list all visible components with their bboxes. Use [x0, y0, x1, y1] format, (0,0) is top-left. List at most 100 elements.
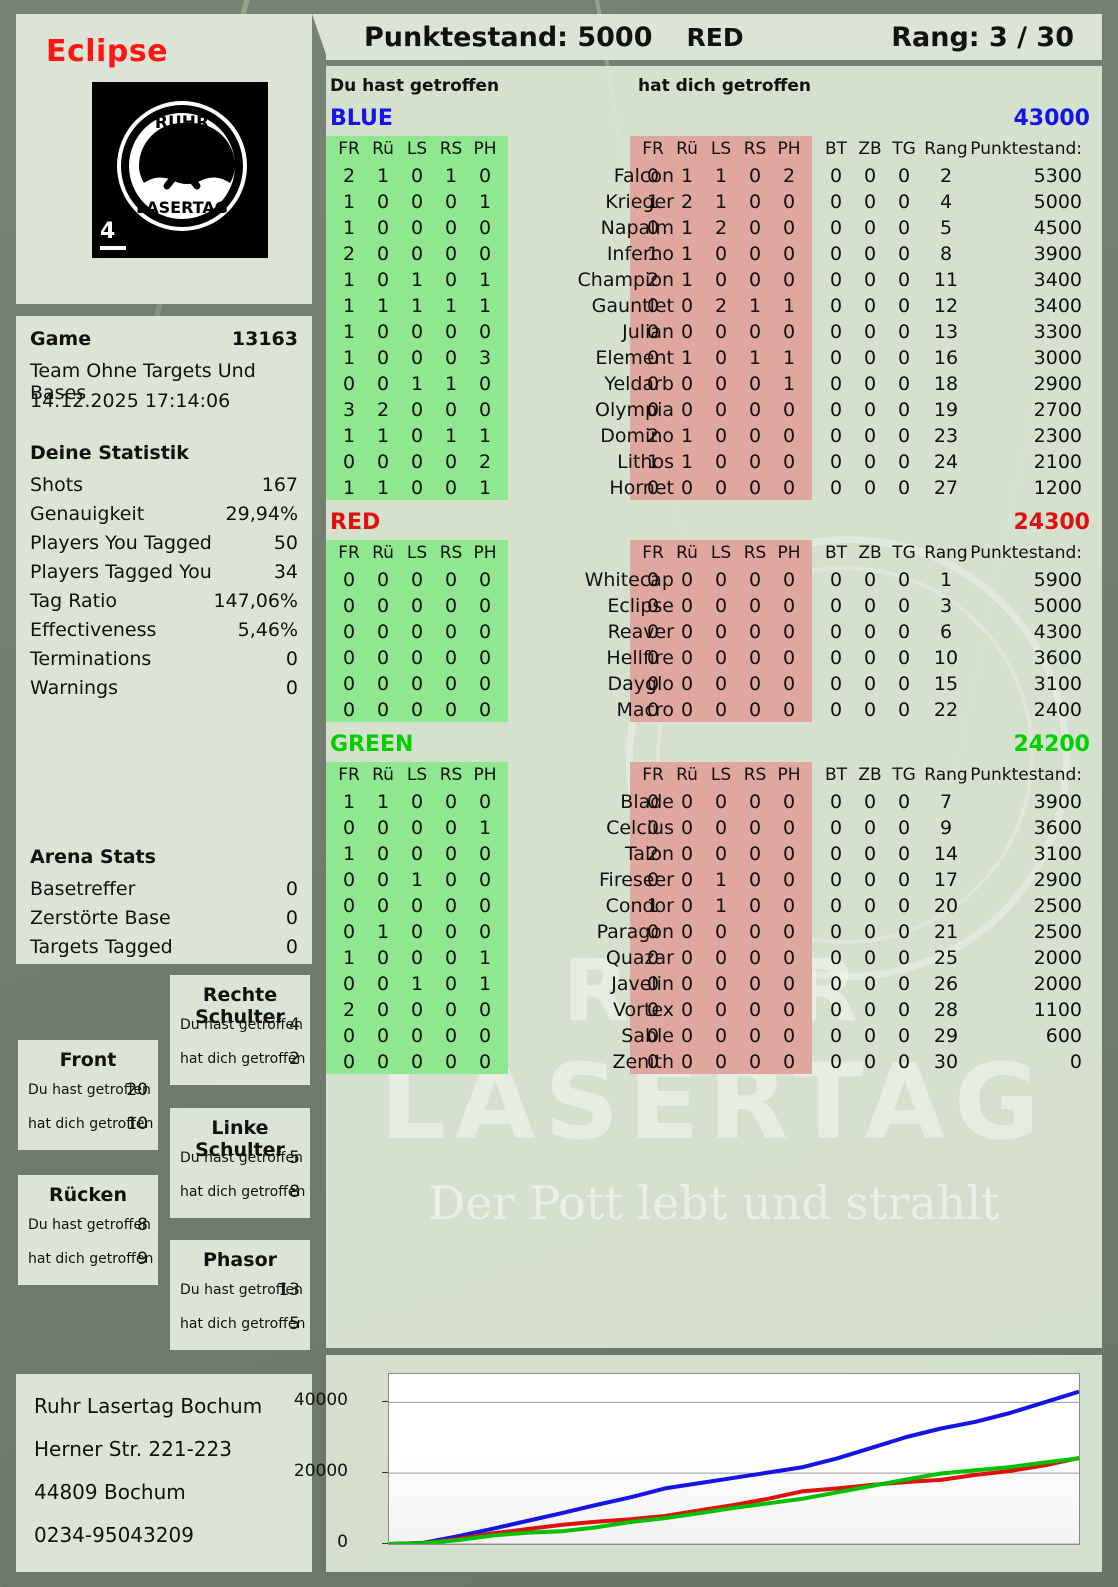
cell-rank: 18 [933, 373, 959, 395]
cell-you-Rü: 0 [376, 817, 390, 839]
cell-them-LS: 0 [714, 973, 728, 995]
body-part-name: Rücken [49, 1184, 127, 1206]
cell-TG: 0 [897, 425, 911, 447]
table-row[interactable]: 2 0 0 0 0 Vortex 0 0 0 0 0 0 0 0 28 1100 [326, 996, 1102, 1022]
stat-label: Players You Tagged [30, 532, 212, 554]
column-header-row: FR Rü LS RS PH FR Rü LS RS PH BT ZB TG Rang Punktestan… [326, 762, 1102, 788]
table-row[interactable]: 0 0 0 0 0 Macro 0 0 0 0 0 0 0 0 22 2400 [326, 696, 1102, 722]
cell-you-FR: 0 [342, 921, 356, 943]
table-row[interactable]: 1 0 0 0 0 Talon 2 0 0 0 0 0 0 0 14 3100 [326, 840, 1102, 866]
body-part-name: Phasor [202, 1249, 277, 1271]
table-row[interactable]: 1 1 1 1 1 Gauntlet 0 0 2 1 1 0 0 0 12 3400 [326, 292, 1102, 318]
cell-BT: 0 [829, 191, 843, 213]
col-header-them-PH: PH [777, 765, 801, 785]
table-row[interactable]: 1 0 1 0 1 Champion 2 1 0 0 0 0 0 0 11 3400 [326, 266, 1102, 292]
col-header-you-Rü: Rü [372, 543, 394, 563]
table-row[interactable]: 0 0 0 0 0 Eclipse 0 0 0 0 0 0 0 0 3 5000 [326, 592, 1102, 618]
cell-you-FR: 0 [342, 1051, 356, 1073]
body-part-them-value: 10 [126, 1114, 148, 1134]
cell-rank: 16 [933, 347, 959, 369]
cell-you-FR: 0 [342, 595, 356, 617]
cell-you-RS: 0 [444, 1051, 458, 1073]
table-row[interactable]: 3 2 0 0 0 Olympia 0 0 0 0 0 0 0 0 19 2700 [326, 396, 1102, 422]
table-row[interactable]: 1 1 0 0 1 Hornet 0 0 0 0 0 0 0 0 27 1200 [326, 474, 1102, 500]
table-row[interactable]: 1 0 0 0 3 Element 0 1 0 1 1 0 0 0 16 3000 [326, 344, 1102, 370]
col-header-you-FR: FR [338, 765, 360, 785]
cell-TG: 0 [897, 621, 911, 643]
body-part-them-value: 2 [289, 1049, 300, 1069]
table-row[interactable]: 0 1 0 0 0 Paragon 0 0 0 0 0 0 0 0 21 2500 [326, 918, 1102, 944]
table-row[interactable]: 0 0 1 0 0 Fireseer 0 0 1 0 0 0 0 0 17 2900 [326, 866, 1102, 892]
cell-TG: 0 [897, 947, 911, 969]
table-row[interactable]: 1 0 0 0 0 Napalm 0 1 2 0 0 0 0 0 5 4500 [326, 214, 1102, 240]
col-header-them-LS: LS [710, 765, 732, 785]
logo-badge-value: 4 [100, 219, 116, 244]
table-row[interactable]: 1 0 0 0 1 Quazar 0 0 0 0 0 0 0 0 25 2000 [326, 944, 1102, 970]
cell-ZB: 0 [863, 699, 877, 721]
cell-you-PH: 0 [478, 165, 492, 187]
table-row[interactable]: 0 0 1 1 0 Yeldarb 0 0 0 0 1 0 0 0 18 2900 [326, 370, 1102, 396]
table-row[interactable]: 1 1 0 0 0 Blade 0 0 0 0 0 0 0 0 7 3900 [326, 788, 1102, 814]
cell-ZB: 0 [863, 947, 877, 969]
body-part-them-label: hat dich getroffen [180, 1316, 306, 1332]
cell-them-Rü: 0 [680, 647, 694, 669]
body-part-them-value: 8 [289, 1182, 300, 1202]
table-row[interactable]: 0 0 0 0 0 Whitecap 0 0 0 0 0 0 0 0 1 5900 [326, 566, 1102, 592]
col-header-ZB: ZB [858, 543, 882, 563]
table-row[interactable]: 0 0 0 0 0 Hellfire 0 0 0 0 0 0 0 0 10 3600 [326, 644, 1102, 670]
cell-TG: 0 [897, 569, 911, 591]
cell-TG: 0 [897, 999, 911, 1021]
table-row[interactable]: 0 0 0 0 0 Condor 1 0 1 0 0 0 0 0 20 2500 [326, 892, 1102, 918]
cell-you-PH: 0 [478, 373, 492, 395]
table-row[interactable]: 1 0 0 0 0 Julian 0 0 0 0 0 0 0 0 13 3300 [326, 318, 1102, 344]
cell-them-PH: 0 [782, 569, 796, 591]
cell-you-Rü: 0 [376, 673, 390, 695]
cell-them-Rü: 0 [680, 373, 694, 395]
col-header-you-LS: LS [406, 139, 428, 159]
cell-you-RS: 0 [444, 999, 458, 1021]
col-header-rank: Rang [924, 543, 968, 563]
tagged-you-band [630, 136, 812, 500]
table-row[interactable]: 0 0 0 0 2 Lithos 1 1 0 0 0 0 0 0 24 2100 [326, 448, 1102, 474]
cell-you-PH: 1 [478, 947, 492, 969]
cell-them-FR: 0 [646, 595, 660, 617]
cell-them-RS: 0 [748, 595, 762, 617]
table-row[interactable]: 2 1 0 1 0 Falcon 0 1 1 0 2 0 0 0 2 5300 [326, 162, 1102, 188]
table-row[interactable]: 0 0 0 0 0 Reaver 0 0 0 0 0 0 0 0 6 4300 [326, 618, 1102, 644]
cell-them-LS: 0 [714, 425, 728, 447]
cell-you-RS: 0 [444, 895, 458, 917]
table-row[interactable]: 0 0 0 0 0 Sable 0 0 0 0 0 0 0 0 29 600 [326, 1022, 1102, 1048]
chart-lines [389, 1374, 1079, 1544]
table-row[interactable]: 0 0 0 0 1 Celcius 0 0 0 0 0 0 0 0 9 3600 [326, 814, 1102, 840]
col-header-BT: BT [824, 543, 848, 563]
cell-them-FR: 0 [646, 869, 660, 891]
cell-them-FR: 0 [646, 673, 660, 695]
cell-them-PH: 0 [782, 425, 796, 447]
table-row[interactable]: 2 0 0 0 0 Inferno 1 1 0 0 0 0 0 0 8 3900 [326, 240, 1102, 266]
cell-you-Rü: 0 [376, 1025, 390, 1047]
cell-rank: 21 [933, 921, 959, 943]
table-row[interactable]: 0 0 1 0 1 Javelin 0 0 0 0 0 0 0 0 26 2000 [326, 970, 1102, 996]
table-row[interactable]: 0 0 0 0 0 Zenith 0 0 0 0 0 0 0 0 30 0 [326, 1048, 1102, 1074]
cell-them-LS: 0 [714, 921, 728, 943]
cell-rank: 8 [939, 243, 953, 265]
cell-score: 4500 [1033, 217, 1082, 239]
cell-them-PH: 0 [782, 399, 796, 421]
cell-you-Rü: 0 [376, 1051, 390, 1073]
table-row[interactable]: 1 1 0 1 1 Domino 2 1 0 0 0 0 0 0 23 2300 [326, 422, 1102, 448]
column-header-row: FR Rü LS RS PH FR Rü LS RS PH BT ZB TG Rang Punktestan… [326, 540, 1102, 566]
cell-them-RS: 0 [748, 973, 762, 995]
table-row[interactable]: 1 0 0 0 1 Krieger 1 2 1 0 0 0 0 0 4 5000 [326, 188, 1102, 214]
cell-BT: 0 [829, 921, 843, 943]
cell-you-RS: 0 [444, 399, 458, 421]
cell-rank: 26 [933, 973, 959, 995]
cell-TG: 0 [897, 869, 911, 891]
body-part-them-label: hat dich getroffen [180, 1184, 306, 1200]
stat-row: Effectiveness 5,46% [30, 619, 298, 648]
cell-BT: 0 [829, 791, 843, 813]
cell-you-Rü: 0 [376, 999, 390, 1021]
table-row[interactable]: 0 0 0 0 0 Dayglo 0 0 0 0 0 0 0 0 15 3100 [326, 670, 1102, 696]
cell-rank: 5 [939, 217, 953, 239]
cell-them-FR: 1 [646, 243, 660, 265]
cell-you-FR: 1 [342, 321, 356, 343]
